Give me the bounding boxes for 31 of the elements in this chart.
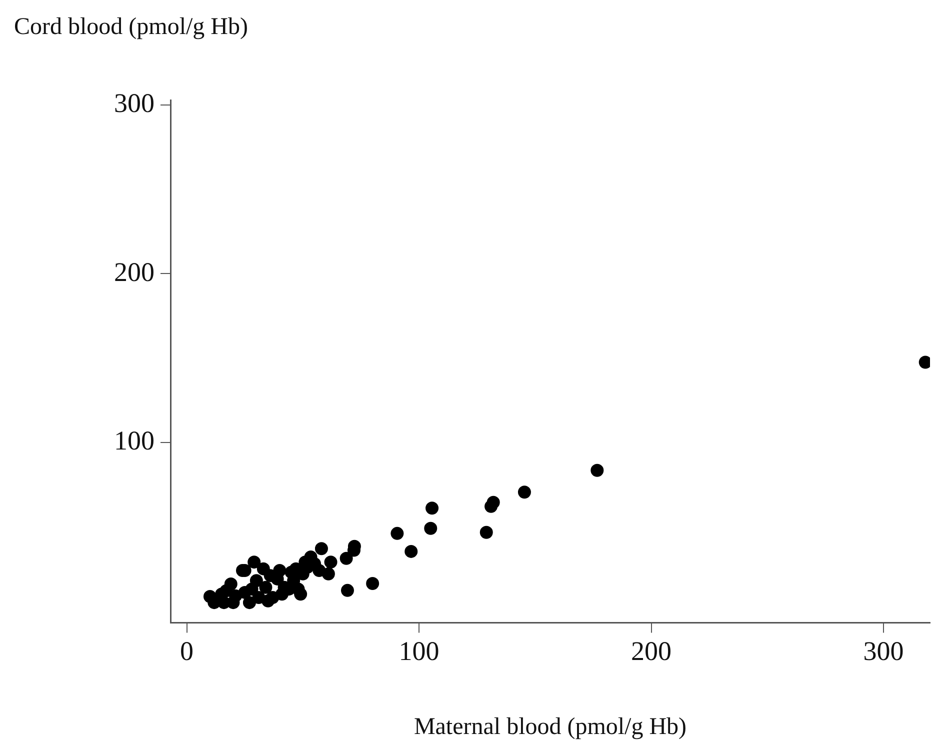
point [220,584,233,598]
point [266,591,280,604]
point [256,562,270,576]
point [426,502,439,515]
point [390,526,404,540]
point [259,580,272,594]
point [312,564,326,578]
point [273,564,286,578]
y-tick-label: 300 [114,88,154,118]
point [518,486,531,499]
y-tick-label: 200 [114,256,154,287]
point [340,584,354,597]
x-tick-label: 0 [180,636,194,666]
y-tick-label: 100 [114,425,154,456]
point [250,574,263,588]
point [404,544,418,558]
point [340,552,353,565]
x-tick-label: 300 [863,636,904,666]
point [424,522,438,535]
y-axis-title: Cord blood (pmol/g Hb) [14,14,248,41]
x-axis-title: Maternal blood (pmol/g Hb) [414,714,687,740]
point [324,556,338,569]
point [314,542,328,556]
point [252,591,266,604]
point [480,526,493,539]
x-tick-label: 200 [631,636,672,666]
point [590,464,604,477]
point [366,577,380,590]
point [248,556,261,569]
x-tick-label: 100 [398,636,440,666]
point [484,500,498,513]
